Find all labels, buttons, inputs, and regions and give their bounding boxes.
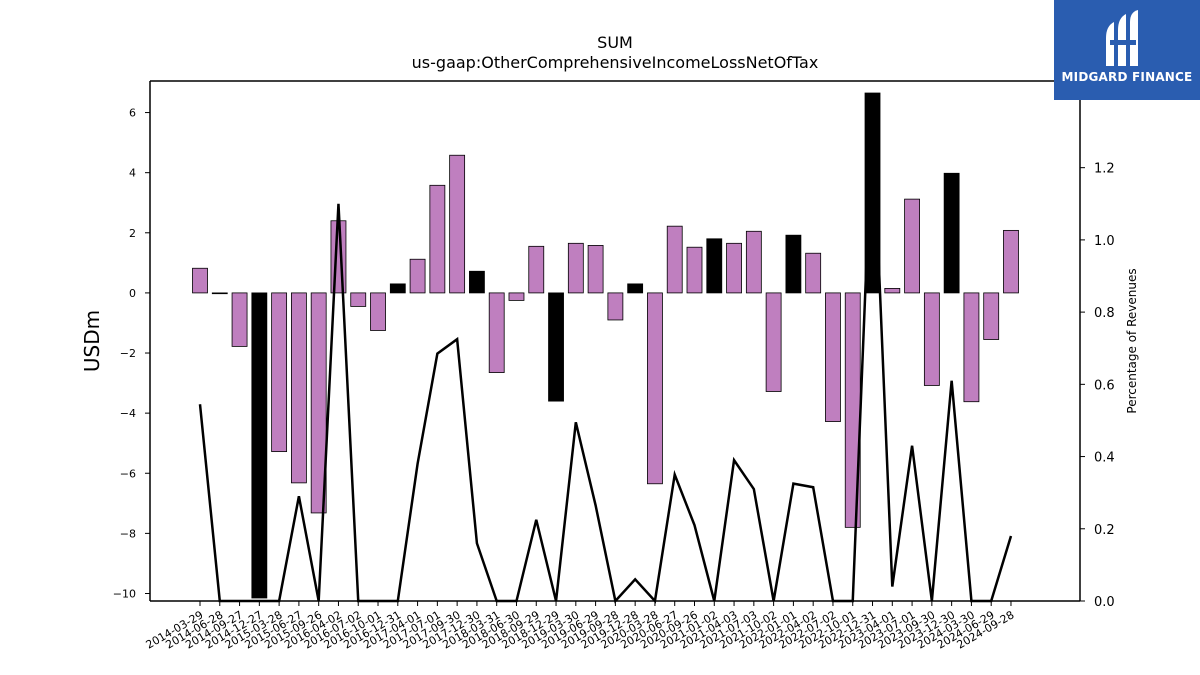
y-tick-label: −8 (120, 527, 136, 540)
bar-2015-06-27 (290, 292, 307, 484)
bar-2023-12-30 (943, 172, 960, 294)
y2-tick-label: 0.2 (1094, 523, 1115, 538)
y-axis-label: USDm (80, 310, 104, 372)
y2-tick-label: 0.4 (1094, 451, 1115, 466)
bar-2022-01-01 (785, 234, 802, 294)
bar-2021-07-03 (745, 230, 762, 294)
bar-2020-09-26 (686, 246, 703, 294)
bar-2016-12-31 (389, 283, 406, 294)
bar-2014-09-27 (231, 292, 248, 347)
bar-2016-10-01 (370, 292, 386, 331)
y-tick-label: −6 (120, 467, 136, 480)
bar-2017-07-01 (429, 184, 446, 294)
bar-2016-07-02 (350, 292, 367, 307)
bar-2014-03-29 (192, 267, 208, 294)
bar-2024-06-29 (983, 292, 1000, 340)
logo: MIDGARD FINANCE (1054, 0, 1200, 100)
y-tick-label: −4 (120, 407, 136, 420)
bar-2023-04-01 (884, 287, 901, 294)
bar-2022-04-02 (805, 252, 822, 294)
bar-2014-06-28 (211, 292, 228, 295)
bar-2023-09-30 (923, 292, 940, 386)
y2-tick-label: 1.0 (1094, 234, 1115, 249)
y2-axis-label: Percentage of Revenues (1125, 268, 1139, 413)
bar-2022-07-02 (825, 292, 841, 422)
bar-2018-09-29 (528, 245, 545, 294)
bar-2022-12-31 (864, 92, 881, 294)
bar-2021-04-03 (726, 242, 742, 294)
bar-2018-06-30 (508, 292, 525, 301)
y2-tick-label: 1.2 (1094, 162, 1115, 177)
bar-2016-04-02 (330, 220, 347, 294)
y-tick-label: 6 (129, 107, 136, 120)
y2-tick-label: 0.8 (1094, 306, 1115, 321)
logo-mark-icon (1106, 10, 1138, 66)
y-tick-label: −10 (113, 587, 136, 600)
y-tick-label: 2 (129, 227, 136, 240)
bar-2019-12-28 (627, 283, 644, 294)
bar-2021-10-02 (765, 292, 782, 392)
bar-2020-06-27 (666, 225, 683, 294)
chart-subtitle: us-gaap:OtherComprehensiveIncomeLossNetO… (412, 53, 819, 72)
bar-2018-03-31 (488, 292, 505, 373)
bar-2017-12-30 (469, 270, 485, 294)
chart-title: SUM (597, 33, 633, 52)
bar-2021-01-02 (706, 238, 723, 294)
bar-2023-07-01 (904, 198, 920, 294)
plot-area: −10−8−6−4−202460.00.20.40.60.81.01.22014… (113, 80, 1115, 652)
y-tick-label: −2 (120, 347, 136, 360)
bar-2019-03-30 (567, 242, 584, 294)
bar-2017-04-01 (409, 258, 426, 294)
bar-2015-09-26 (310, 292, 327, 514)
bar-2020-03-28 (647, 292, 663, 485)
y-tick-label: 4 (129, 167, 136, 180)
bar-2014-12-27 (251, 292, 268, 599)
bar-2019-09-28 (607, 292, 624, 321)
y-tick-label: 0 (129, 287, 136, 300)
bar-2017-09-30 (449, 154, 466, 294)
revenue-share-line (198, 113, 1013, 604)
logo-text: MIDGARD FINANCE (1061, 70, 1193, 84)
y2-tick-label: 0.0 (1094, 595, 1115, 610)
y2-tick-label: 0.6 (1094, 378, 1115, 393)
bar-2024-09-28 (1003, 229, 1019, 294)
bar-2024-03-30 (963, 292, 980, 403)
bar-2015-03-28 (271, 292, 288, 453)
bar-2018-12-29 (548, 292, 564, 402)
bar-2019-06-29 (587, 245, 604, 294)
